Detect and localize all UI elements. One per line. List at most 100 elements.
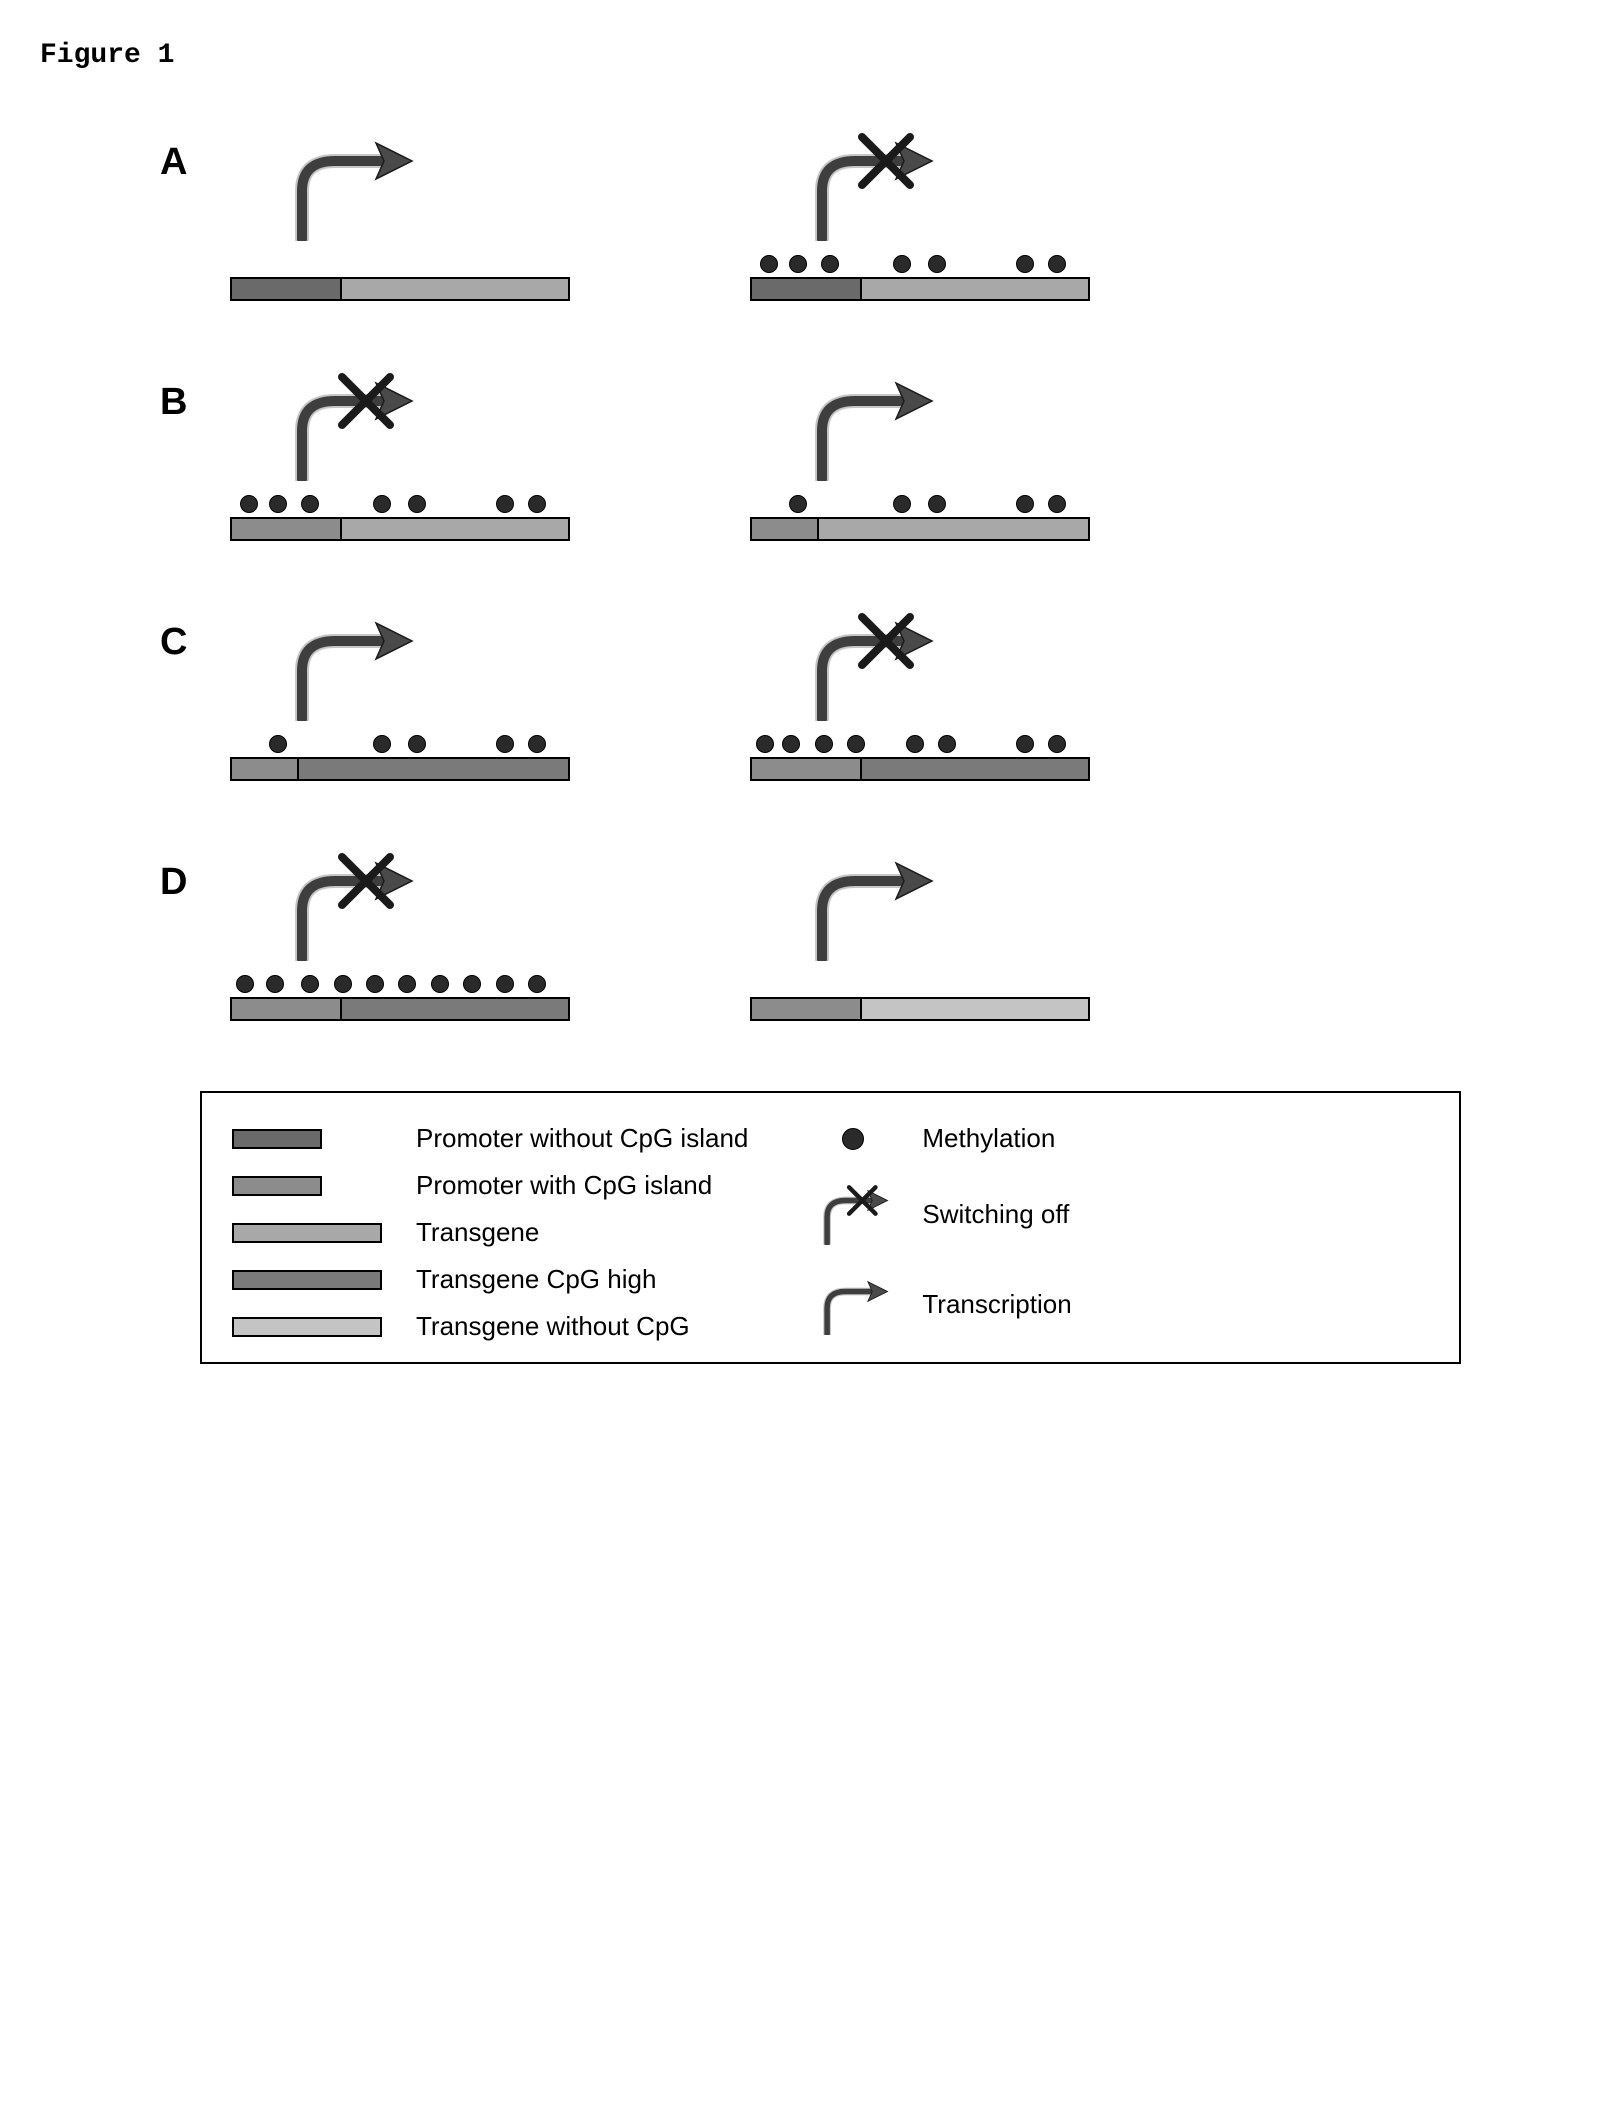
construct [750, 611, 1090, 781]
promoter-segment [232, 759, 299, 779]
methylation-icon [928, 255, 946, 273]
construct [750, 371, 1090, 541]
methylation-icon [240, 495, 258, 513]
promoter-segment [752, 519, 819, 539]
legend-row: Transgene CpG high [232, 1264, 748, 1295]
legend-label: Promoter with CpG island [416, 1170, 712, 1201]
panel-label: D [160, 851, 230, 904]
methylation-icon [373, 495, 391, 513]
methylation-icon [893, 255, 911, 273]
methylation-row [750, 251, 1090, 273]
legend-label: Promoter without CpG island [416, 1123, 748, 1154]
methylation-row [230, 731, 570, 753]
methylation-icon [789, 255, 807, 273]
legend-row: Promoter with CpG island [232, 1170, 748, 1201]
transgene-segment [819, 519, 1089, 539]
transcription-icon [800, 371, 940, 481]
methylation-icon [266, 975, 284, 993]
promoter-segment [752, 279, 862, 299]
transgene-segment [342, 519, 568, 539]
legend-row: Methylation [808, 1123, 1071, 1154]
legend-row: Transgene without CpG [232, 1311, 748, 1342]
transgene-segment [862, 279, 1088, 299]
panel-C: C [160, 611, 1461, 781]
methylation-icon [906, 735, 924, 753]
legend-row: Promoter without CpG island [232, 1123, 748, 1154]
transcription-icon [808, 1275, 898, 1336]
construct [750, 131, 1090, 301]
methylation-icon [528, 975, 546, 993]
gene-bar [750, 997, 1090, 1021]
methylation-icon [496, 735, 514, 753]
methylation-icon [408, 495, 426, 513]
methylation-icon [398, 975, 416, 993]
promoter-segment [752, 759, 862, 779]
methylation-row [750, 971, 1090, 993]
methylation-icon [760, 255, 778, 273]
methylation-icon [1016, 735, 1034, 753]
legend-row: Transgene [232, 1217, 748, 1248]
legend-row: Transcription [808, 1275, 1071, 1336]
methylation-row [750, 491, 1090, 513]
construct [230, 131, 570, 301]
gene-bar [230, 277, 570, 301]
legend-label: Methylation [922, 1123, 1055, 1154]
panel-columns [230, 371, 1090, 541]
methylation-icon [431, 975, 449, 993]
legend-swatch-transgene [232, 1223, 382, 1243]
methylation-row [230, 491, 570, 513]
panel-columns [230, 131, 1090, 301]
methylation-icon [301, 975, 319, 993]
methylation-icon [789, 495, 807, 513]
methylation-icon [496, 495, 514, 513]
legend-swatch-promoter_with_cpg [232, 1176, 322, 1196]
construct [230, 851, 570, 1021]
methylation-icon [756, 735, 774, 753]
transcription-icon [800, 851, 940, 961]
methylation-icon [893, 495, 911, 513]
methylation-icon [1016, 255, 1034, 273]
methylation-icon [815, 735, 833, 753]
gene-bar [750, 277, 1090, 301]
methylation-icon [528, 495, 546, 513]
methylation-icon [496, 975, 514, 993]
gene-bar [750, 517, 1090, 541]
legend-label: Transgene [416, 1217, 539, 1248]
panel-label: B [160, 371, 230, 424]
legend: Promoter without CpG island Promoter with… [200, 1091, 1461, 1364]
promoter-segment [232, 519, 342, 539]
construct [230, 371, 570, 541]
methylation-icon [1048, 255, 1066, 273]
methylation-icon [808, 1128, 898, 1150]
methylation-icon [334, 975, 352, 993]
legend-label: Switching off [922, 1199, 1069, 1230]
panels-container: ABCD [160, 131, 1461, 1021]
legend-swatch-transgene_cpg_high [232, 1270, 382, 1290]
methylation-icon [373, 735, 391, 753]
legend-label: Transgene without CpG [416, 1311, 690, 1342]
switching-off-icon [800, 611, 940, 721]
construct [230, 611, 570, 781]
legend-left-column: Promoter without CpG island Promoter with… [232, 1123, 748, 1342]
methylation-icon [821, 255, 839, 273]
methylation-icon [269, 495, 287, 513]
methylation-row [750, 731, 1090, 753]
panel-D: D [160, 851, 1461, 1021]
panel-label: C [160, 611, 230, 664]
methylation-icon [928, 495, 946, 513]
legend-right-column: Methylation Switching off Transcription [808, 1123, 1071, 1342]
methylation-row [230, 971, 570, 993]
transcription-icon [280, 131, 420, 241]
figure-title: Figure 1 [40, 40, 1581, 71]
methylation-icon [847, 735, 865, 753]
legend-row: Switching off [808, 1184, 1071, 1245]
promoter-segment [232, 999, 342, 1019]
methylation-icon [408, 735, 426, 753]
transgene-segment [862, 759, 1088, 779]
methylation-icon [1016, 495, 1034, 513]
gene-bar [230, 997, 570, 1021]
switching-off-icon [808, 1184, 898, 1245]
methylation-icon [782, 735, 800, 753]
methylation-icon [938, 735, 956, 753]
transgene-segment [862, 999, 1088, 1019]
